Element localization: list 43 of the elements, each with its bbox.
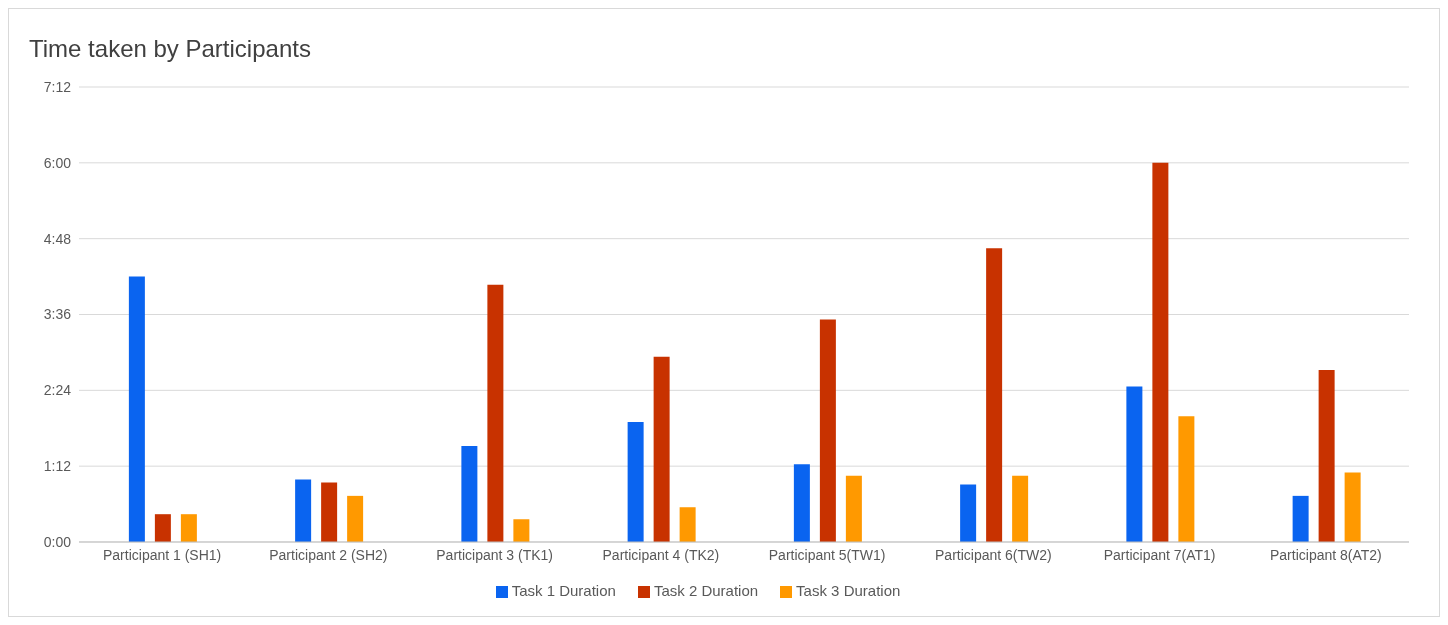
bar — [1292, 495, 1309, 542]
bar — [627, 421, 644, 542]
bar — [154, 514, 171, 542]
bar — [128, 276, 145, 542]
bar — [986, 248, 1003, 542]
y-tick-label: 1:12 — [43, 458, 72, 475]
legend-label: Task 1 Duration — [511, 582, 616, 599]
bar — [1012, 475, 1029, 542]
bar — [461, 445, 478, 542]
bar — [1318, 370, 1335, 542]
bar — [1344, 472, 1361, 542]
y-tick-label: 6:00 — [43, 154, 72, 171]
x-tick-label: Participant 3 (TK1) — [436, 546, 553, 563]
bar — [1126, 386, 1143, 542]
y-tick-label: 0:00 — [43, 533, 72, 550]
bar — [960, 484, 977, 542]
bar — [180, 514, 197, 542]
bar — [321, 482, 338, 542]
y-tick-label: 2:24 — [43, 382, 72, 399]
bar — [819, 319, 836, 542]
x-tick-label: Participant 6(TW2) — [935, 546, 1052, 563]
x-tick-label: Participant 5(TW1) — [768, 546, 886, 563]
x-tick-label: Participant 7(AT1) — [1103, 546, 1216, 563]
bar — [347, 495, 364, 542]
chart-title: Time taken by Participants — [29, 35, 311, 63]
bar — [845, 475, 862, 542]
legend-label: Task 2 Duration — [653, 582, 759, 599]
bar — [793, 464, 810, 542]
x-tick-label: Participant 2 (SH2) — [269, 546, 388, 563]
bar — [653, 356, 670, 542]
bar — [1178, 416, 1195, 542]
y-tick-label: 4:48 — [43, 230, 72, 247]
bar — [679, 507, 696, 542]
x-tick-label: Participant 1 (SH1) — [102, 546, 222, 563]
bar — [295, 479, 312, 542]
x-tick-label: Participant 8(AT2) — [1269, 546, 1382, 563]
bar — [487, 284, 504, 542]
legend-label: Task 3 Duration — [796, 582, 901, 599]
y-tick-label: 7:12 — [43, 78, 72, 95]
y-tick-label: 3:36 — [43, 306, 72, 323]
x-tick-label: Participant 4 (TK2) — [602, 546, 720, 563]
bar — [1152, 162, 1169, 542]
bar — [513, 519, 530, 542]
